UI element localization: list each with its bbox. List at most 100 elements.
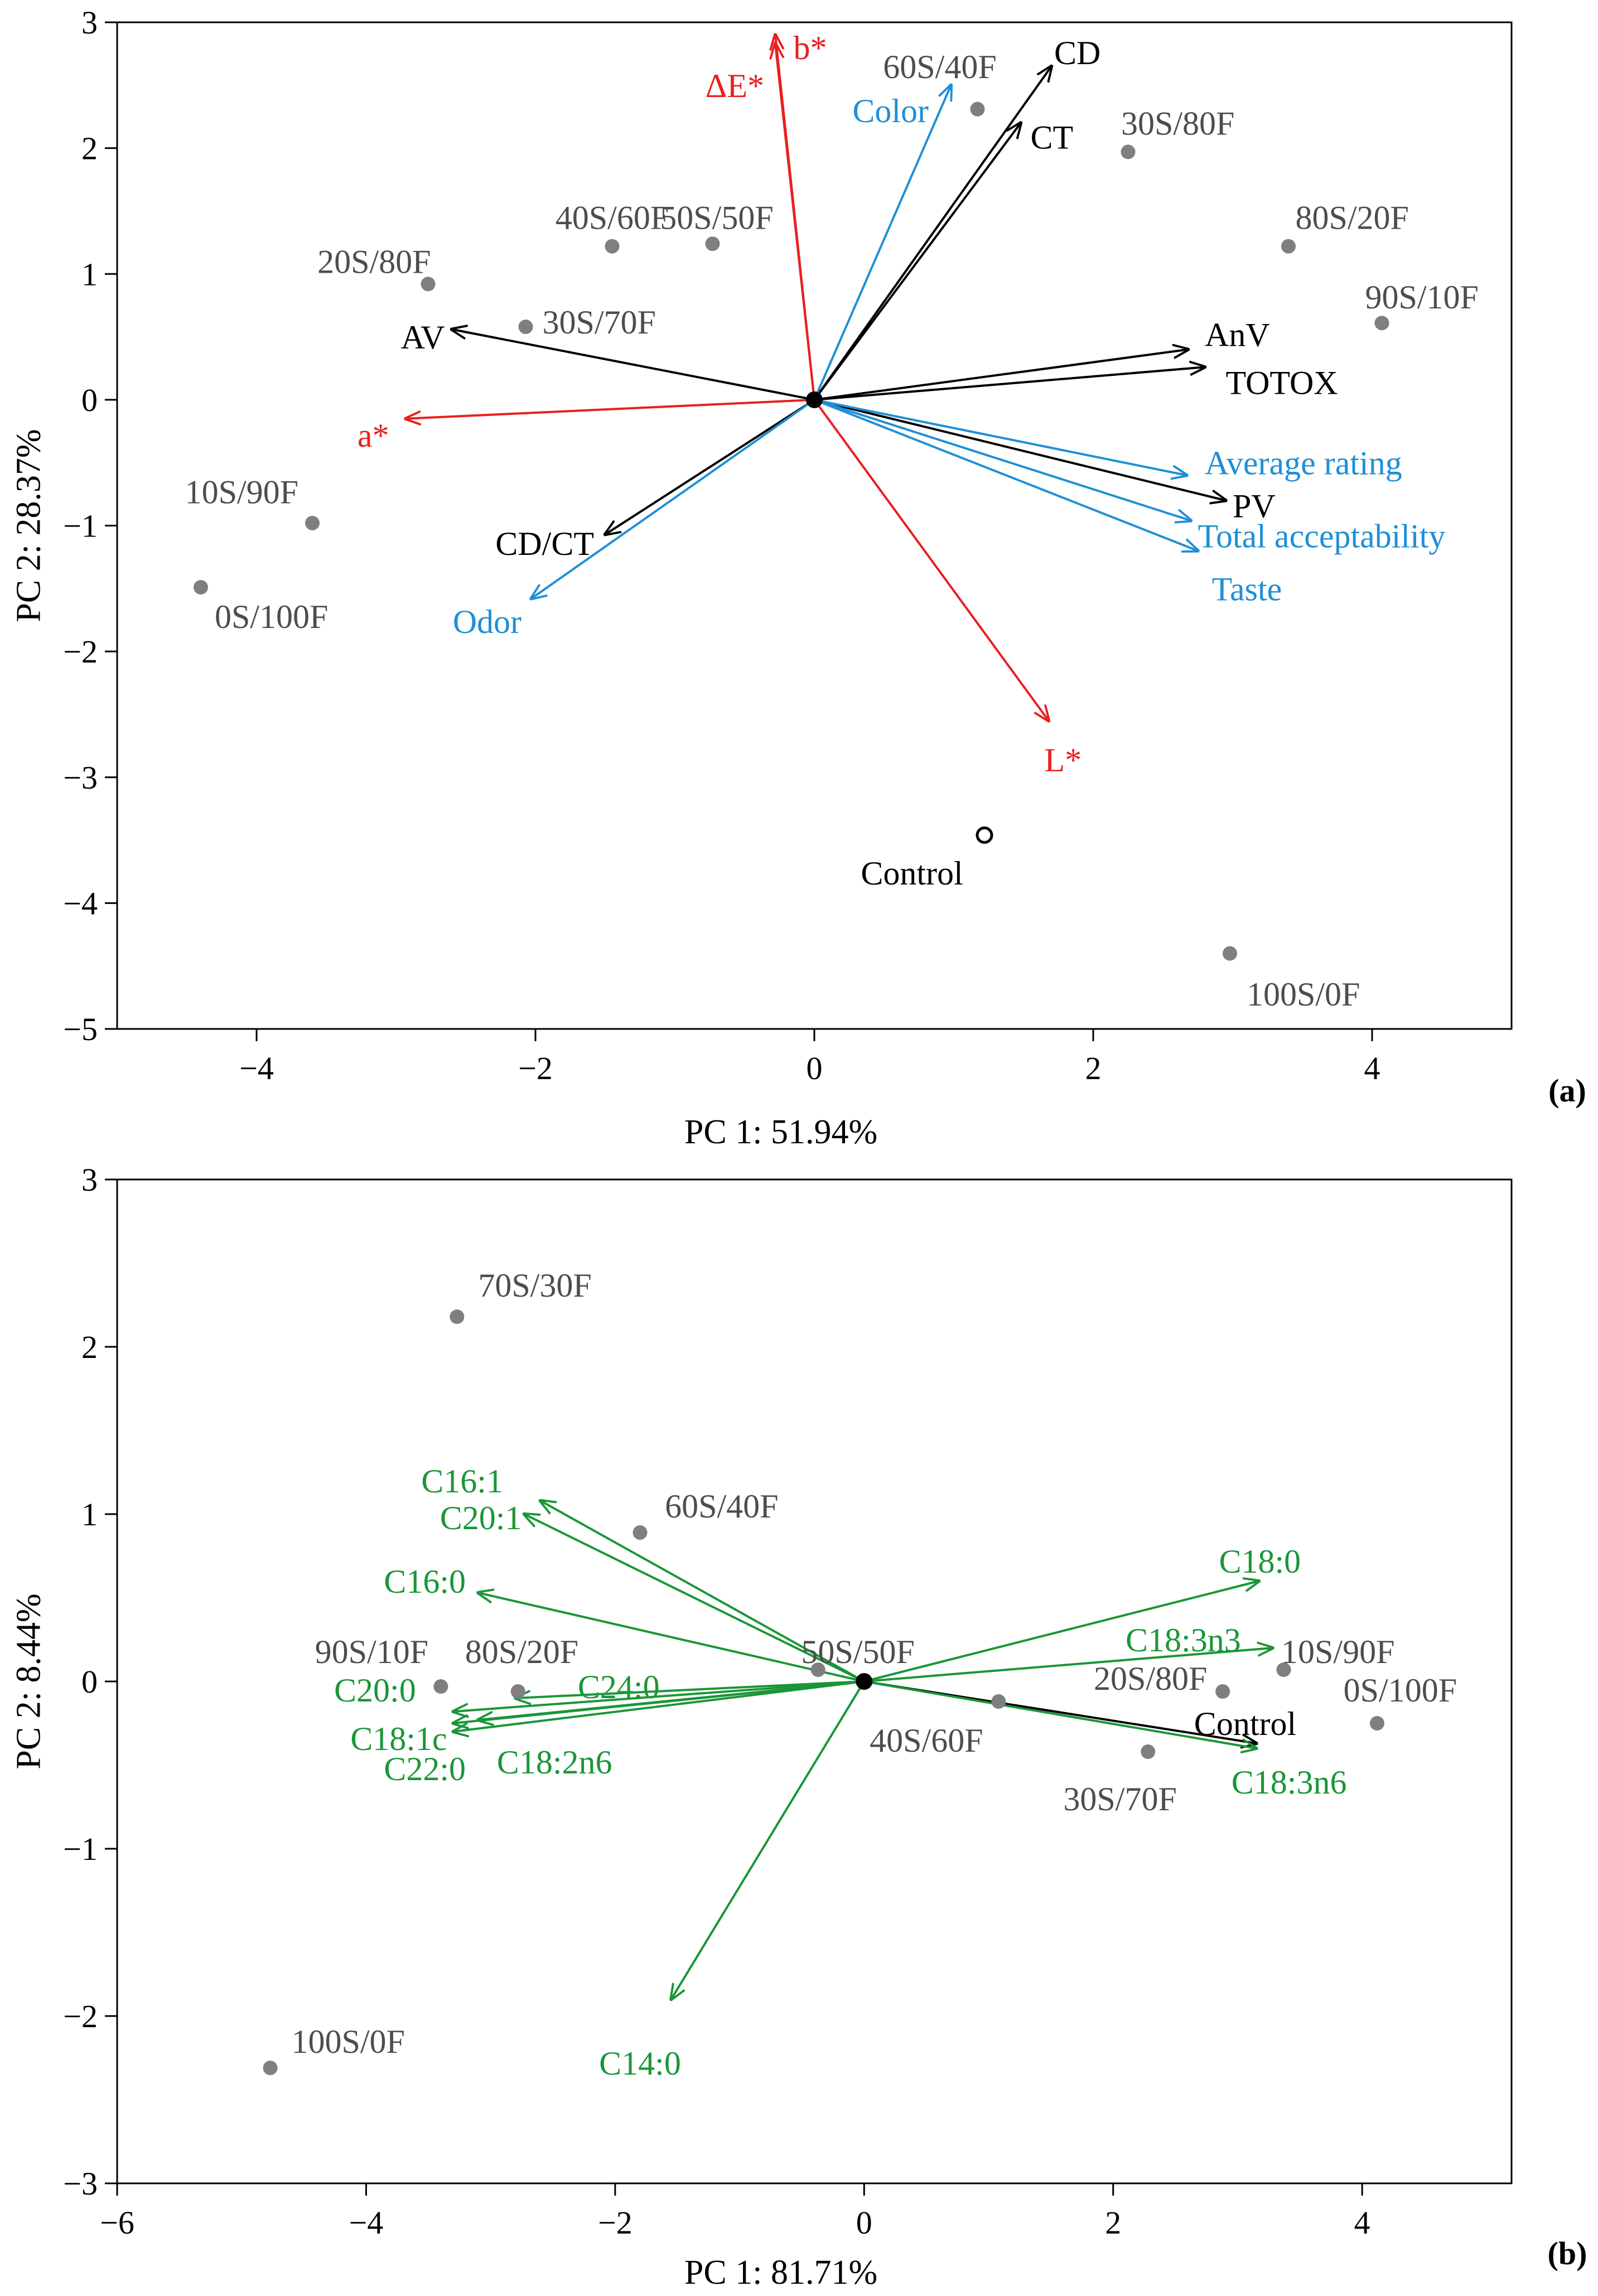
loading-vector-c18-3n3 bbox=[864, 1648, 1272, 1683]
y-tick-label: −3 bbox=[63, 760, 98, 796]
vector-label-c14-0: C14:0 bbox=[599, 2045, 681, 2082]
sample-label-90s-10f: 90S/10F bbox=[315, 1633, 428, 1670]
vector-label-c18-0: C18:0 bbox=[1219, 1543, 1301, 1580]
sample-point-30s-80f bbox=[1121, 144, 1136, 159]
sample-label-20s-80f: 20S/80F bbox=[317, 244, 431, 281]
loading-vector-c24-0 bbox=[515, 1680, 865, 1698]
sample-point-10s-90f bbox=[305, 515, 320, 530]
loading-vector-c16-1 bbox=[540, 1501, 865, 1683]
loading-vector-ct bbox=[813, 123, 1021, 401]
sample-point-60s-40f bbox=[970, 101, 985, 117]
sample-label-0s-100f: 0S/100F bbox=[215, 598, 328, 635]
vector-label-c18-1c: C18:1c bbox=[350, 1720, 447, 1757]
vector-label-ct: CT bbox=[1031, 119, 1074, 156]
vector-label-av: AV bbox=[401, 319, 445, 356]
sample-point-0s-100f bbox=[1369, 1716, 1384, 1731]
x-tick-label: −4 bbox=[239, 1050, 274, 1086]
sample-point-20s-80f bbox=[1215, 1684, 1230, 1699]
sample-point-70s-30f bbox=[450, 1309, 465, 1324]
x-tick-label: 0 bbox=[807, 1050, 823, 1086]
sample-point-0s-100f bbox=[194, 580, 208, 595]
loading-vector-c18-2n6 bbox=[478, 1680, 865, 1720]
x-tick-label: −6 bbox=[100, 2205, 134, 2241]
y-tick-label: −1 bbox=[63, 508, 98, 544]
loading-vector-pv bbox=[814, 398, 1226, 501]
sample-point-control bbox=[976, 826, 993, 844]
vector-label-control: Control bbox=[1194, 1705, 1296, 1742]
loading-vector-c14-0 bbox=[671, 1680, 865, 1999]
loading-vector-c20-0 bbox=[453, 1680, 865, 1712]
y-tick-label: 2 bbox=[81, 1329, 98, 1365]
vector-label-deltae-star: ΔE* bbox=[706, 67, 764, 104]
vector-label-odor: Odor bbox=[453, 603, 522, 640]
y-tick-label: 3 bbox=[81, 4, 98, 41]
sample-label-30s-70f: 30S/70F bbox=[1063, 1781, 1176, 1818]
sample-point-80s-20f bbox=[510, 1684, 525, 1699]
vector-label-pv: PV bbox=[1233, 487, 1276, 524]
y-tick-label: 1 bbox=[81, 1496, 98, 1533]
y-axis-label: PC 2: 8.44% bbox=[10, 1593, 48, 1769]
sample-label-80s-20f: 80S/20F bbox=[1296, 200, 1409, 236]
sample-label-100s-0f: 100S/0F bbox=[292, 2023, 405, 2060]
loading-vector-c22-0 bbox=[453, 1680, 865, 1732]
y-tick-label: −4 bbox=[63, 885, 98, 921]
sample-point-30s-70f bbox=[518, 320, 533, 335]
loading-vector-cd-ct bbox=[605, 399, 815, 534]
y-tick-label: −1 bbox=[63, 1831, 98, 1867]
vector-label-anv: AnV bbox=[1205, 317, 1270, 354]
x-tick-label: 0 bbox=[856, 2205, 872, 2241]
sample-label-30s-70f: 30S/70F bbox=[543, 304, 656, 341]
origin-point bbox=[856, 1673, 873, 1690]
loading-vector-c18-3n6 bbox=[863, 1680, 1256, 1748]
loading-vector-average-rating bbox=[814, 398, 1187, 475]
sample-point-10s-90f bbox=[1276, 1662, 1291, 1677]
biplot-panel-a: −4 −2 0 2 4 −5 −4 −3 −2 −1 0 1 2 3 PC 1: 51.94% PC 2: 2… bbox=[10, 4, 1586, 1151]
loading-vector-c20-1 bbox=[524, 1514, 865, 1683]
sample-label-40s-60f: 40S/60F bbox=[870, 1722, 983, 1759]
loading-vector-odor bbox=[532, 399, 815, 598]
vector-label-cd-ct: CD/CT bbox=[495, 525, 594, 562]
x-axis-label: PC 1: 81.71% bbox=[684, 2254, 877, 2292]
x-tick-label: 4 bbox=[1364, 1050, 1380, 1086]
sample-label-20s-80f: 20S/80F bbox=[1094, 1660, 1207, 1697]
sample-point-80s-20f bbox=[1281, 239, 1296, 254]
loading-vector-total-acceptability bbox=[814, 398, 1191, 521]
x-tick-label: 4 bbox=[1354, 2205, 1370, 2241]
sample-label-60s-40f: 60S/40F bbox=[883, 49, 996, 85]
vector-label-c18-3n6: C18:3n6 bbox=[1232, 1764, 1347, 1801]
sample-label-40s-60f: 40S/60F bbox=[556, 200, 669, 236]
y-tick-label: 0 bbox=[81, 382, 98, 418]
sample-label-10s-90f: 10S/90F bbox=[1281, 1633, 1394, 1670]
loading-vector-l-star bbox=[813, 399, 1049, 721]
sample-point-40s-60f bbox=[605, 239, 620, 254]
x-tick-label: 2 bbox=[1105, 2205, 1121, 2241]
vector-label-c24-0: C24:0 bbox=[578, 1669, 660, 1705]
loading-vector-a-star bbox=[406, 398, 815, 419]
y-tick-label: 3 bbox=[81, 1162, 98, 1198]
sample-point-100s-0f bbox=[1223, 946, 1237, 961]
x-tick-label: −2 bbox=[598, 2205, 633, 2241]
sample-label-control: Control bbox=[861, 855, 963, 892]
vector-label-totox: TOTOX bbox=[1226, 364, 1338, 401]
sample-point-90s-10f bbox=[1374, 316, 1389, 331]
sample-point-50s-50f bbox=[810, 1662, 825, 1677]
loading-vector-color bbox=[813, 85, 951, 400]
y-tick-label: −5 bbox=[63, 1011, 98, 1047]
y-tick-label: 1 bbox=[81, 256, 98, 292]
loading-vector-c18-0 bbox=[863, 1581, 1259, 1683]
x-tick-label: 2 bbox=[1085, 1050, 1102, 1086]
sample-label-80s-20f: 80S/20F bbox=[465, 1633, 578, 1670]
sample-point-60s-40f bbox=[633, 1525, 648, 1540]
sample-point-50s-50f bbox=[705, 236, 720, 252]
vector-label-c18-2n6: C18:2n6 bbox=[497, 1744, 612, 1781]
y-tick-label: −2 bbox=[63, 634, 98, 670]
sample-point-20s-80f bbox=[421, 277, 436, 292]
y-tick-label: −3 bbox=[63, 2166, 98, 2202]
sample-label-0s-100f: 0S/100F bbox=[1344, 1672, 1457, 1709]
biplot-panel-b: −6 −4 −2 0 2 4 −3 −2 −1 0 1 2 3 PC 1: 81.71% PC 2: 8.4… bbox=[10, 1162, 1587, 2292]
loading-vector-taste bbox=[814, 399, 1198, 551]
x-axis-label: PC 1: 51.94% bbox=[684, 1113, 877, 1151]
y-tick-label: −2 bbox=[63, 1998, 98, 2034]
vector-label-a-star: a* bbox=[358, 417, 389, 454]
